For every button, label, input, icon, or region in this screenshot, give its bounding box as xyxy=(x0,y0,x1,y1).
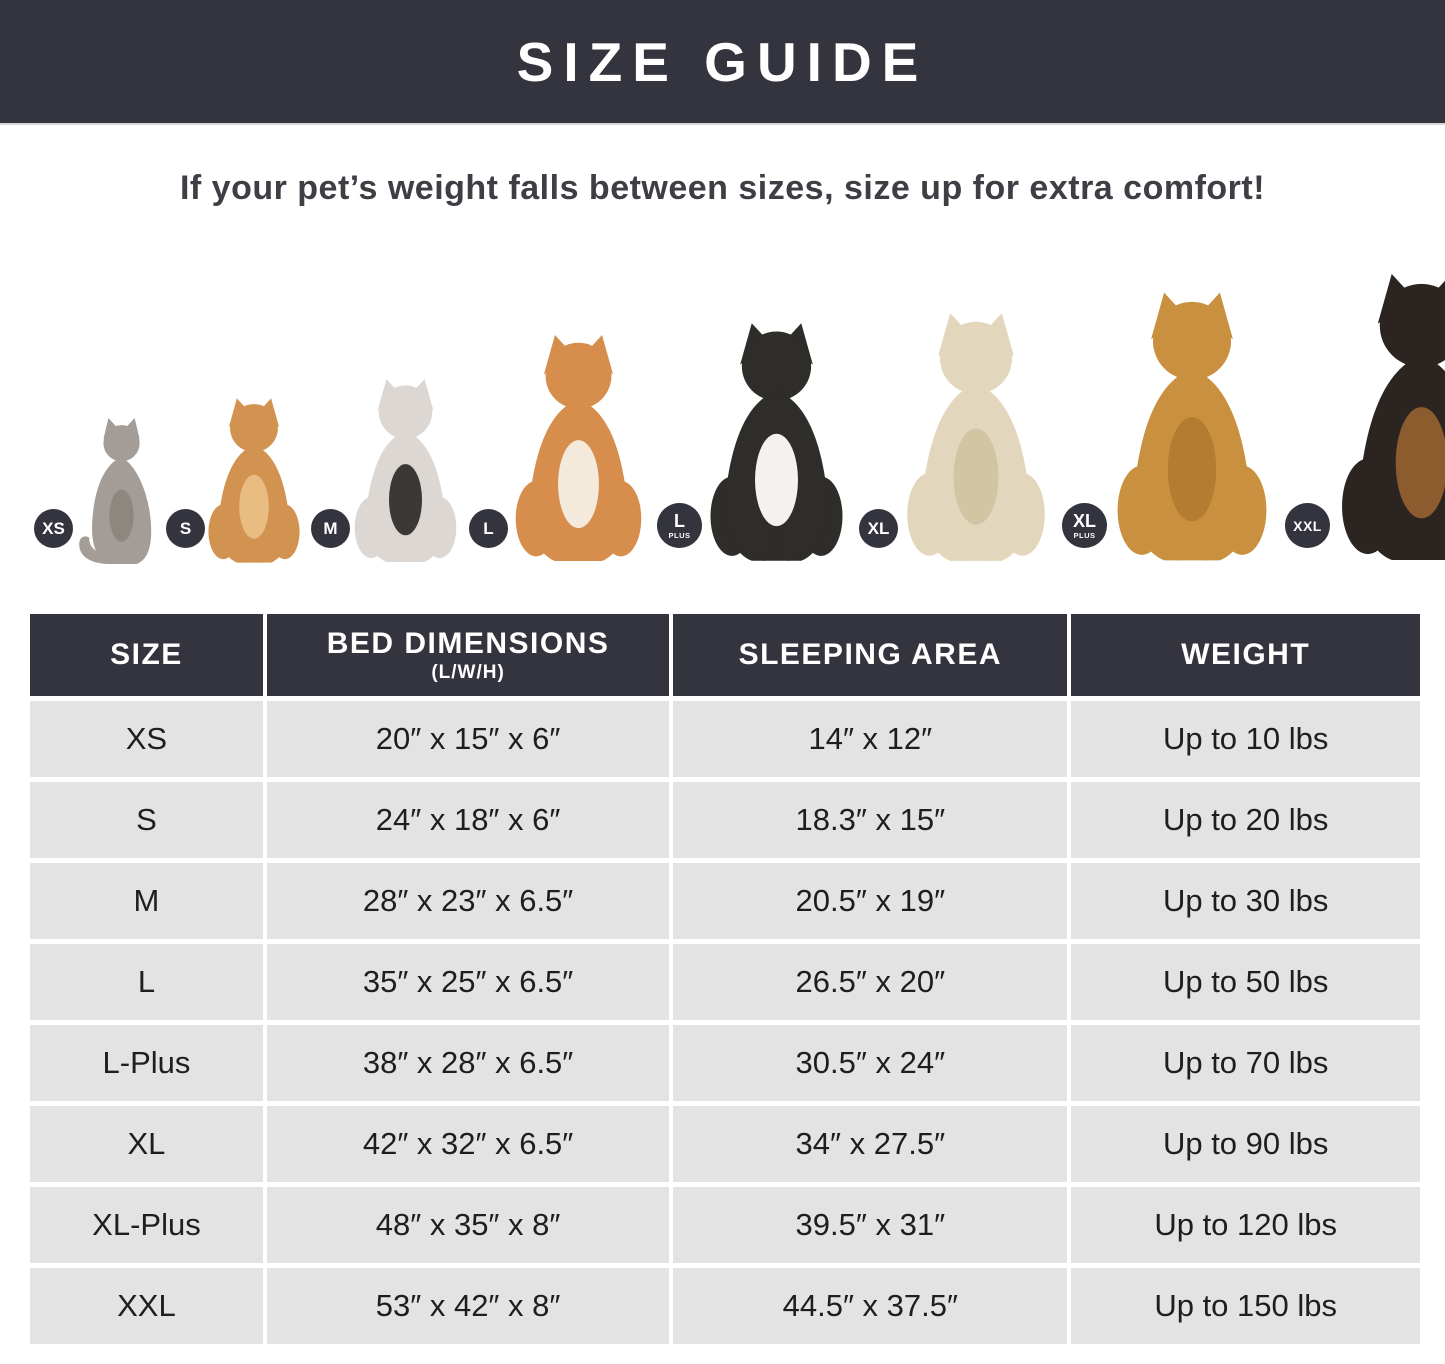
cell-weight: Up to 120 lbs xyxy=(1071,1187,1420,1263)
pet-group-xl: XL xyxy=(859,308,1062,566)
cell-bed-dimensions: 38″ x 28″ x 6.5″ xyxy=(266,1025,670,1101)
cell-sleeping-area: 18.3″ x 15″ xyxy=(673,782,1068,858)
column-header-sleeping-area: SLEEPING AREA xyxy=(673,614,1068,696)
pet-group-m: M xyxy=(311,375,469,566)
golden-retriever-photo xyxy=(1117,292,1267,561)
page-title: SIZE GUIDE xyxy=(516,30,929,93)
column-header-sublabel: (L/W/H) xyxy=(431,661,505,683)
pets-row: XS S M xyxy=(0,264,1445,566)
cell-size: XL xyxy=(30,1106,263,1182)
subtitle: If your pet’s weight falls between sizes… xyxy=(179,169,1266,207)
pet-group-xxl: XXL xyxy=(1285,268,1445,566)
pet-group-s: S xyxy=(166,395,311,566)
table-row-m: M 28″ x 23″ x 6.5″ 20.5″ x 19″ Up to 30 … xyxy=(30,863,1420,939)
cell-size: S xyxy=(30,782,263,858)
column-header-weight: WEIGHT xyxy=(1071,614,1420,696)
size-table-header: SIZE BED DIMENSIONS (L/W/H) SLEEPING ARE… xyxy=(30,614,1420,696)
table-row-xs: XS 20″ x 15″ x 6″ 14″ x 12″ Up to 10 lbs xyxy=(30,701,1420,777)
cell-size: L-Plus xyxy=(30,1025,263,1101)
size-badge-label: L xyxy=(674,510,685,531)
size-badge-sublabel: PLUS xyxy=(668,530,691,540)
cell-sleeping-area: 44.5″ x 37.5″ xyxy=(673,1268,1068,1344)
size-badge-xs: XS xyxy=(34,509,73,548)
french-bulldog-photo xyxy=(354,379,457,562)
pomeranian-photo xyxy=(208,398,300,563)
size-badge-xxl: XXL xyxy=(1285,503,1330,548)
border-collie-photo xyxy=(710,323,843,561)
cell-weight: Up to 10 lbs xyxy=(1071,701,1420,777)
column-header-size: SIZE xyxy=(30,614,263,696)
cell-bed-dimensions: 20″ x 15″ x 6″ xyxy=(266,701,670,777)
labrador-photo xyxy=(907,313,1045,561)
size-badge-label: XL xyxy=(867,519,890,538)
size-badge-label: XL xyxy=(1072,510,1096,531)
table-row-s: S 24″ x 18″ x 6″ 18.3″ x 15″ Up to 20 lb… xyxy=(30,782,1420,858)
table-row-l: L 35″ x 25″ x 6.5″ 26.5″ x 20″ Up to 50 … xyxy=(30,944,1420,1020)
pet-group-xl-plus: XL PLUS xyxy=(1062,287,1285,566)
cell-weight: Up to 150 lbs xyxy=(1071,1268,1420,1344)
size-badge-label: XXL xyxy=(1293,517,1322,534)
size-badge-m: M xyxy=(311,509,350,548)
cell-weight: Up to 20 lbs xyxy=(1071,782,1420,858)
table-row-xxl: XXL 53″ x 42″ x 8″ 44.5″ x 37.5″ Up to 1… xyxy=(30,1268,1420,1344)
cell-sleeping-area: 39.5″ x 31″ xyxy=(673,1187,1068,1263)
size-badge-xl: XL xyxy=(859,509,898,548)
table-row-l-plus: L-Plus 38″ x 28″ x 6.5″ 30.5″ x 24″ Up t… xyxy=(30,1025,1420,1101)
cell-size: XL-Plus xyxy=(30,1187,263,1263)
header-bar: SIZE GUIDE xyxy=(0,0,1445,125)
cell-sleeping-area: 26.5″ x 20″ xyxy=(673,944,1068,1020)
size-badge-xl-plus: XL PLUS xyxy=(1062,503,1107,548)
cell-sleeping-area: 34″ x 27.5″ xyxy=(673,1106,1068,1182)
cell-sleeping-area: 20.5″ x 19″ xyxy=(673,863,1068,939)
cell-bed-dimensions: 48″ x 35″ x 8″ xyxy=(266,1187,670,1263)
cell-size: L xyxy=(30,944,263,1020)
cell-size: XXL xyxy=(30,1268,263,1344)
cell-weight: Up to 30 lbs xyxy=(1071,863,1420,939)
cell-bed-dimensions: 28″ x 23″ x 6.5″ xyxy=(266,863,670,939)
column-header-bed-dimensions: BED DIMENSIONS (L/W/H) xyxy=(266,614,670,696)
column-header-label: BED DIMENSIONS xyxy=(326,626,610,660)
doberman-photo xyxy=(1342,273,1445,561)
size-badge-label: L xyxy=(483,519,494,538)
cell-size: XS xyxy=(30,701,263,777)
cat-photo xyxy=(79,418,152,564)
cell-size: M xyxy=(30,863,263,939)
cell-bed-dimensions: 42″ x 32″ x 6.5″ xyxy=(266,1106,670,1182)
cell-bed-dimensions: 53″ x 42″ x 8″ xyxy=(266,1268,670,1344)
size-badge-l: L xyxy=(469,509,508,548)
table-row-xl-plus: XL-Plus 48″ x 35″ x 8″ 39.5″ x 31″ Up to… xyxy=(30,1187,1420,1263)
size-table: SIZE BED DIMENSIONS (L/W/H) SLEEPING ARE… xyxy=(30,614,1420,1344)
size-badge-label: M xyxy=(323,519,338,538)
cell-sleeping-area: 30.5″ x 24″ xyxy=(673,1025,1068,1101)
cell-bed-dimensions: 35″ x 25″ x 6.5″ xyxy=(266,944,670,1020)
size-badge-sublabel: PLUS xyxy=(1073,530,1096,540)
cell-weight: Up to 50 lbs xyxy=(1071,944,1420,1020)
pet-group-xs: XS xyxy=(34,415,166,566)
cell-weight: Up to 70 lbs xyxy=(1071,1025,1420,1101)
pet-group-l-plus: L PLUS xyxy=(657,318,859,566)
pet-group-l: L xyxy=(469,330,657,566)
size-badge-label: XS xyxy=(42,519,65,538)
cell-weight: Up to 90 lbs xyxy=(1071,1106,1420,1182)
size-badge-l-plus: L PLUS xyxy=(657,503,702,548)
cell-bed-dimensions: 24″ x 18″ x 6″ xyxy=(266,782,670,858)
shiba-inu-photo xyxy=(515,334,642,562)
size-badge-label: S xyxy=(179,519,192,538)
cell-sleeping-area: 14″ x 12″ xyxy=(673,701,1068,777)
size-badge-s: S xyxy=(166,509,205,548)
table-row-xl: XL 42″ x 32″ x 6.5″ 34″ x 27.5″ Up to 90… xyxy=(30,1106,1420,1182)
